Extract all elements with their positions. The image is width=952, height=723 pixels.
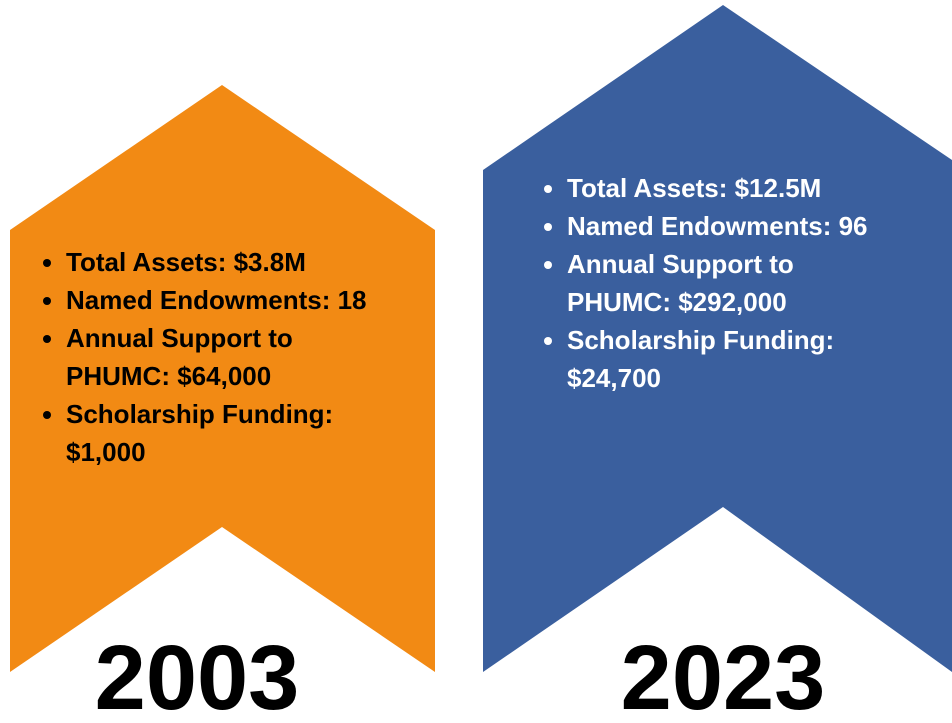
stat-item: Scholarship Funding: $1,000 xyxy=(66,395,396,471)
stat-item: Scholarship Funding: $24,700 xyxy=(567,321,897,397)
stat-item: Annual Support to PHUMC: $64,000 xyxy=(66,319,396,395)
stat-item: Total Assets: $3.8M xyxy=(66,243,396,281)
chevron xyxy=(483,5,952,672)
stats-list: Total Assets: $3.8MNamed Endowments: 18A… xyxy=(38,243,396,471)
year: 2023 xyxy=(620,627,826,723)
stats-list: Total Assets: $12.5MNamed Endowments: 96… xyxy=(539,169,897,397)
year: 2003 xyxy=(94,627,300,723)
chevron xyxy=(10,85,435,672)
stat-item: Annual Support to PHUMC: $292,000 xyxy=(567,245,897,321)
stat-item: Named Endowments: 96 xyxy=(567,207,897,245)
stat-item: Named Endowments: 18 xyxy=(66,281,396,319)
stat-item: Total Assets: $12.5M xyxy=(567,169,897,207)
